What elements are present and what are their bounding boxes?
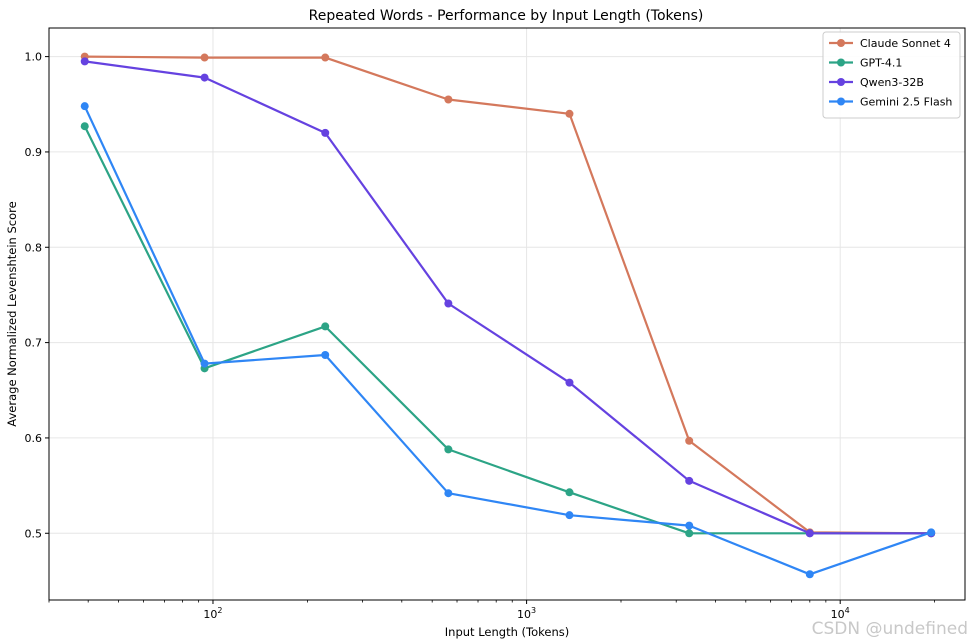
series-gpt-4-1 xyxy=(80,122,936,538)
data-point xyxy=(565,109,574,118)
data-point xyxy=(444,95,453,104)
legend-item: Claude Sonnet 4 xyxy=(829,37,951,50)
series-qwen3-32b xyxy=(80,57,936,538)
data-point xyxy=(685,436,694,445)
legend-label: Claude Sonnet 4 xyxy=(860,37,951,50)
y-tick-label: 0.6 xyxy=(25,432,43,445)
y-tick-label: 0.8 xyxy=(25,241,43,254)
data-point xyxy=(565,488,574,497)
series-lines xyxy=(80,52,936,579)
axis-ticks: 0.5 0.6 0.7 0.8 0.9 1.0 102 103 104 xyxy=(25,51,936,621)
data-point xyxy=(200,53,209,62)
data-point xyxy=(565,511,574,520)
data-point xyxy=(685,521,694,530)
series-line xyxy=(84,60,932,535)
data-point xyxy=(200,73,209,82)
y-tick-label: 0.9 xyxy=(25,146,43,159)
data-point xyxy=(444,299,453,308)
data-point xyxy=(321,53,330,62)
data-point xyxy=(444,489,453,498)
data-point xyxy=(80,122,89,131)
legend-box xyxy=(822,31,961,119)
legend-label: Gemini 2.5 Flash xyxy=(860,96,952,109)
legend-item: GPT-4.1 xyxy=(829,57,902,70)
data-point xyxy=(685,476,694,485)
legend-swatch-marker xyxy=(837,78,845,86)
data-point xyxy=(321,350,330,359)
series-gemini-2-5-flash xyxy=(80,102,936,579)
x-tick-label: 102 xyxy=(203,606,222,621)
data-point xyxy=(805,570,814,579)
data-point xyxy=(80,57,89,66)
legend-swatch-marker xyxy=(837,58,845,67)
series-line xyxy=(84,55,932,535)
watermark-text: CSDN @undefined xyxy=(812,619,968,639)
data-point xyxy=(685,529,694,538)
x-axis-title: Input Length (Tokens) xyxy=(445,625,569,639)
x-tick-label: 103 xyxy=(517,606,536,621)
legend-swatch-marker xyxy=(837,97,845,106)
legend-swatch-marker xyxy=(837,39,845,47)
data-point xyxy=(321,322,330,331)
legend-item: Qwen3-32B xyxy=(829,76,924,89)
data-point xyxy=(805,529,814,538)
plot-area-frame xyxy=(48,27,966,601)
data-point xyxy=(80,102,89,111)
data-point xyxy=(444,445,453,454)
legend-item: Gemini 2.5 Flash xyxy=(829,96,952,109)
series-line xyxy=(83,105,932,576)
chart-title: Repeated Words - Performance by Input Le… xyxy=(309,8,704,24)
legend: Claude Sonnet 4 GPT-4.1 Qwen3-32B Gemini 2.… xyxy=(822,31,961,119)
data-point xyxy=(321,128,330,137)
legend-label: GPT-4.1 xyxy=(860,57,902,70)
y-tick-label: 0.7 xyxy=(25,337,43,350)
y-tick-label: 0.5 xyxy=(25,527,43,540)
series-line xyxy=(83,125,932,535)
data-point xyxy=(565,378,574,387)
legend-label: Qwen3-32B xyxy=(860,76,924,89)
data-point xyxy=(200,359,209,368)
x-tick-label: 104 xyxy=(831,606,850,621)
series-claude-sonnet-4 xyxy=(80,52,936,538)
data-point xyxy=(927,528,936,537)
y-tick-label: 1.0 xyxy=(25,51,43,64)
y-axis-title: Average Normalized Levenshtein Score xyxy=(5,201,19,426)
